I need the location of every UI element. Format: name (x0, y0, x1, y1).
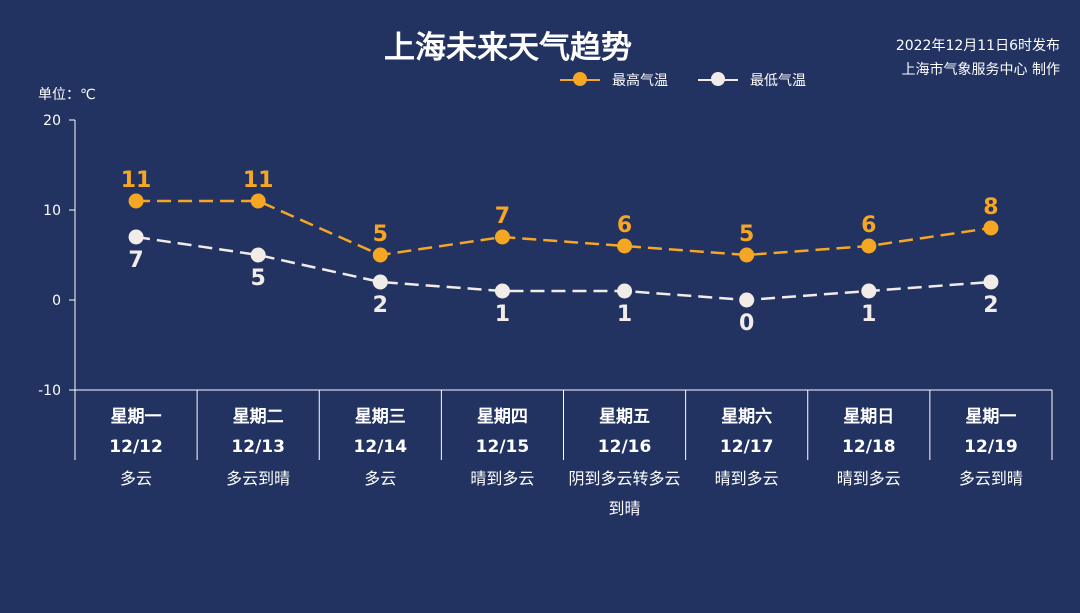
low-temp-point (739, 292, 755, 308)
low-temp-label: 2 (983, 293, 998, 318)
day-label: 星期六 (721, 406, 772, 427)
legend-swatch-high (560, 72, 600, 86)
weather-label: 多云 (364, 469, 396, 488)
y-tick-label: 20 (43, 113, 61, 129)
weather-label: 阴到多云转多云 (569, 469, 681, 488)
day-label: 星期一 (111, 407, 162, 427)
high-temp-point (983, 220, 999, 236)
low-temp-line (135, 235, 992, 302)
date-label: 12/15 (476, 437, 530, 457)
date-label: 12/13 (231, 437, 285, 457)
day-label: 星期五 (599, 407, 650, 427)
weather-label: 到晴 (609, 499, 641, 518)
legend-item-high: 最高气温 (560, 70, 668, 90)
date-label: 12/16 (598, 437, 652, 457)
weather-label: 多云到晴 (226, 469, 290, 488)
high-temp-point (739, 247, 755, 263)
legend-swatch-low (698, 72, 738, 86)
high-temp-label: 5 (739, 222, 754, 247)
day-label: 星期日 (843, 407, 894, 427)
weather-label: 晴到多云 (837, 469, 901, 488)
y-tick-label: 0 (52, 293, 61, 309)
low-temp-label: 5 (251, 266, 266, 291)
high-temp-point (861, 238, 877, 254)
low-temp-point (617, 283, 633, 299)
date-label: 12/14 (354, 437, 408, 457)
high-temp-label: 6 (861, 213, 876, 238)
day-label: 星期四 (477, 407, 528, 427)
legend: 最高气温 最低气温 (560, 70, 836, 90)
high-temp-point (128, 193, 144, 209)
weather-label: 晴到多云 (715, 469, 779, 488)
low-temp-point (128, 229, 144, 245)
weather-label: 多云到晴 (959, 469, 1023, 488)
high-temp-point (494, 229, 510, 245)
high-temp-point (617, 238, 633, 254)
low-temp-point (861, 283, 877, 299)
high-temp-label: 8 (983, 195, 998, 220)
date-label: 12/12 (109, 437, 163, 457)
high-temp-label: 6 (617, 213, 632, 238)
legend-label-high: 最高气温 (612, 73, 668, 89)
publisher: 上海市气象服务中心 制作 (901, 62, 1060, 78)
date-label: 12/17 (720, 437, 774, 457)
high-temp-point (372, 247, 388, 263)
publish-time: 2022年12月11日6时发布 (895, 38, 1060, 54)
high-temp-label: 11 (243, 168, 274, 193)
low-temp-label: 1 (861, 302, 876, 327)
day-label: 星期二 (233, 407, 284, 427)
low-temp-point (494, 283, 510, 299)
y-tick-label: 10 (43, 203, 61, 219)
day-label: 星期三 (355, 407, 406, 427)
high-temp-line (136, 199, 992, 257)
high-temp-label: 11 (121, 168, 152, 193)
low-temp-point (983, 274, 999, 290)
weather-label: 晴到多云 (470, 469, 534, 488)
low-temp-label: 1 (617, 302, 632, 327)
date-label: 12/19 (964, 437, 1018, 457)
day-label: 星期一 (965, 407, 1016, 427)
high-temp-label: 5 (373, 222, 388, 247)
date-label: 12/18 (842, 437, 896, 457)
weather-label: 多云 (120, 469, 152, 488)
y-tick-label: -10 (38, 383, 61, 399)
legend-label-low: 最低气温 (750, 73, 806, 89)
low-temp-label: 0 (739, 311, 754, 336)
low-temp-point (250, 247, 266, 263)
publish-info: 2022年12月11日6时发布 上海市气象服务中心 制作 (896, 34, 1060, 82)
low-temp-label: 1 (495, 302, 510, 327)
high-temp-label: 7 (495, 204, 510, 229)
unit-label: 单位：℃ (38, 87, 96, 103)
low-temp-label: 7 (128, 248, 143, 273)
legend-item-low: 最低气温 (698, 70, 806, 90)
high-temp-point (250, 193, 266, 209)
chart-title: 上海未来天气趋势 (384, 30, 632, 66)
low-temp-label: 2 (373, 293, 388, 318)
low-temp-point (372, 274, 388, 290)
